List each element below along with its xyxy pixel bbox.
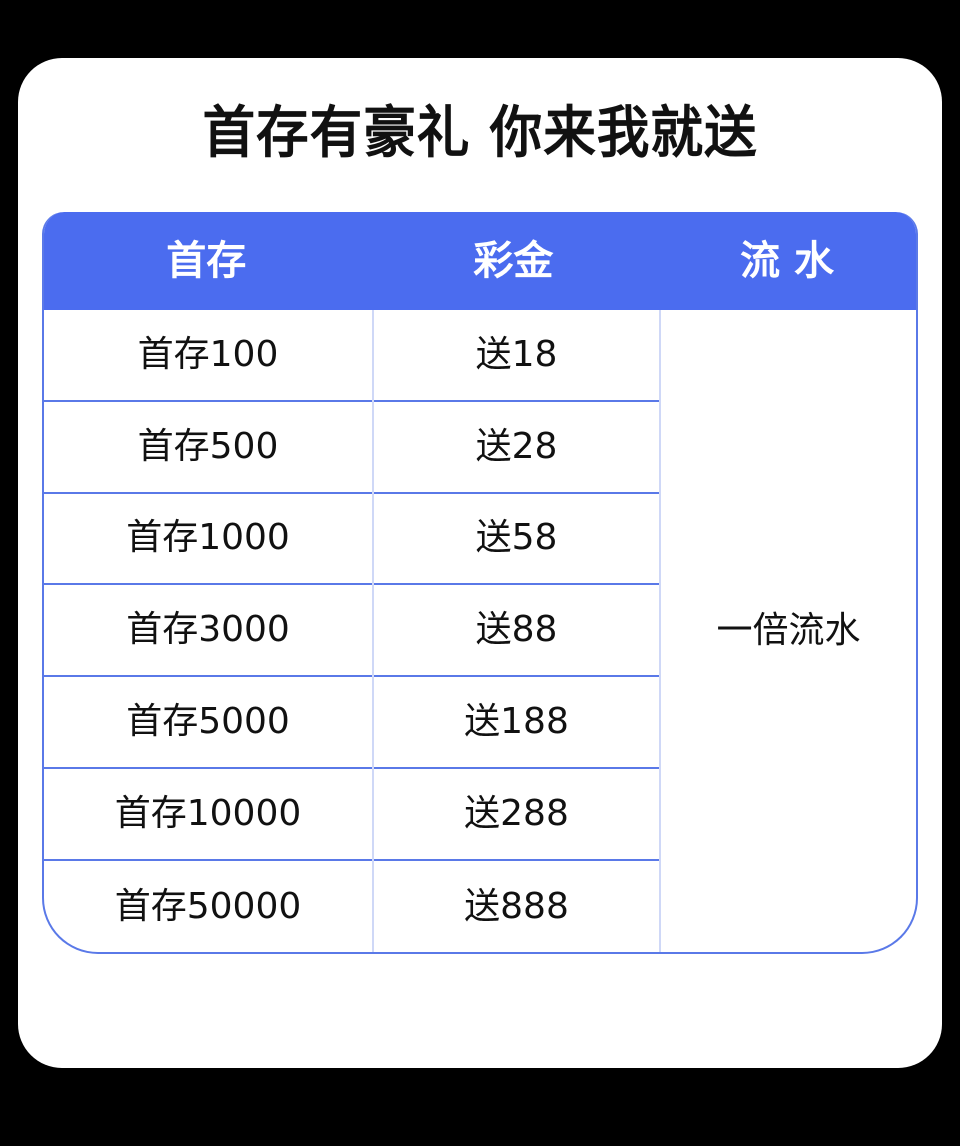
table-cell-deposit: 首存5000 — [44, 677, 372, 769]
table-cell-bonus: 送18 — [374, 310, 659, 402]
table-cell-bonus: 送88 — [374, 585, 659, 678]
table-cell-bonus: 送288 — [374, 769, 659, 861]
table-header-rollover: 流 水 — [740, 238, 835, 284]
table-body: 首存100 首存500 首存1000 首存3000 首存5000 首存10000… — [44, 310, 916, 952]
table-cell-bonus: 送188 — [374, 677, 659, 769]
table-cell-deposit: 首存3000 — [44, 585, 372, 678]
table-cell-bonus: 送888 — [464, 885, 569, 927]
table-cell-deposit: 首存1000 — [44, 494, 372, 586]
table-cell-deposit: 首存500 — [44, 402, 372, 494]
table-header-deposit: 首存 — [166, 238, 247, 284]
table-header-bonus: 彩金 — [473, 238, 554, 284]
table-cell-deposit: 首存100 — [44, 310, 372, 402]
bonus-table-grid: 首存 彩金 流 水 首存100 首存500 首存1000 首存3000 首存50… — [42, 212, 918, 954]
table-cell-bonus: 送58 — [374, 494, 659, 586]
column-deposit: 首存100 首存500 首存1000 首存3000 首存5000 首存10000… — [44, 310, 374, 952]
page-title: 首存有豪礼 你来我就送 — [202, 101, 758, 166]
column-rollover: 一倍流水 — [661, 310, 916, 952]
bonus-table: 首存 彩金 流 水 首存100 首存500 首存1000 首存3000 首存50… — [42, 212, 918, 954]
column-bonus: 送18 送28 送58 送88 送188 送288 送888 — [374, 310, 661, 952]
table-cell-deposit: 首存50000 — [114, 885, 302, 927]
table-header-row: 首存 彩金 流 水 — [44, 212, 916, 310]
table-cell-rollover: 一倍流水 — [716, 610, 861, 651]
table-cell-deposit: 首存10000 — [44, 769, 372, 861]
table-cell-bonus: 送28 — [374, 402, 659, 494]
promo-card: 首存有豪礼 你来我就送 首存 彩金 流 水 首存100 首存500 首存1000… — [18, 58, 942, 1068]
